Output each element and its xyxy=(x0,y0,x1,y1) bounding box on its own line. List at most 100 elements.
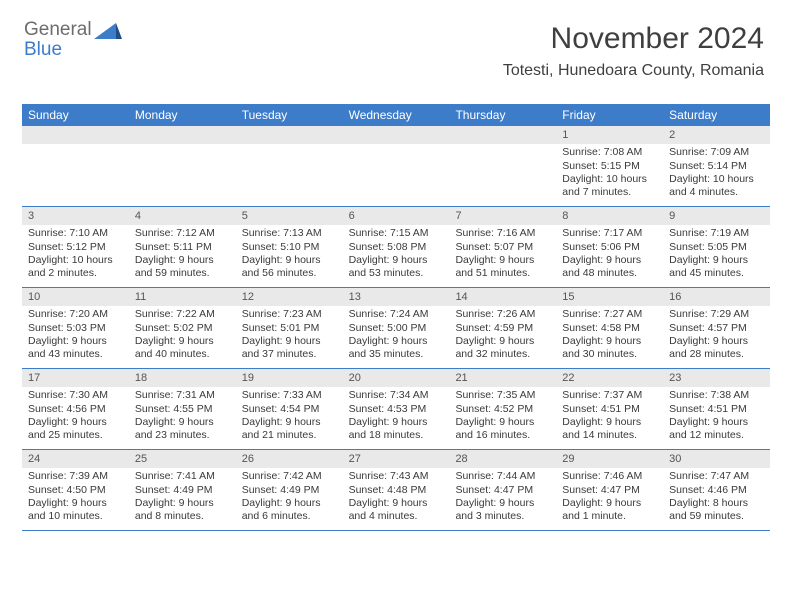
day-cell xyxy=(449,126,556,206)
sunrise-text: Sunrise: 7:08 AM xyxy=(562,146,657,159)
brand-logo: General Blue xyxy=(24,20,122,60)
day-cell: 15Sunrise: 7:27 AMSunset: 4:58 PMDayligh… xyxy=(556,288,663,368)
daylight-text: Daylight: 9 hours and 53 minutes. xyxy=(349,254,444,281)
day-cell: 10Sunrise: 7:20 AMSunset: 5:03 PMDayligh… xyxy=(22,288,129,368)
day-details: Sunrise: 7:35 AMSunset: 4:52 PMDaylight:… xyxy=(449,387,556,447)
day-number: 23 xyxy=(663,369,770,387)
sunrise-text: Sunrise: 7:47 AM xyxy=(669,470,764,483)
day-cell xyxy=(22,126,129,206)
daylight-text: Daylight: 9 hours and 8 minutes. xyxy=(135,497,230,524)
calendar-grid: Sunday Monday Tuesday Wednesday Thursday… xyxy=(22,104,770,531)
day-cell: 18Sunrise: 7:31 AMSunset: 4:55 PMDayligh… xyxy=(129,369,236,449)
day-details: Sunrise: 7:08 AMSunset: 5:15 PMDaylight:… xyxy=(556,144,663,204)
daylight-text: Daylight: 8 hours and 59 minutes. xyxy=(669,497,764,524)
sunset-text: Sunset: 4:51 PM xyxy=(562,403,657,416)
sunset-text: Sunset: 5:10 PM xyxy=(242,241,337,254)
day-cell: 2Sunrise: 7:09 AMSunset: 5:14 PMDaylight… xyxy=(663,126,770,206)
day-cell xyxy=(129,126,236,206)
daylight-text: Daylight: 9 hours and 21 minutes. xyxy=(242,416,337,443)
day-number: 18 xyxy=(129,369,236,387)
day-number: 5 xyxy=(236,207,343,225)
day-number: 6 xyxy=(343,207,450,225)
day-cell xyxy=(236,126,343,206)
sunrise-text: Sunrise: 7:31 AM xyxy=(135,389,230,402)
weekday-header: Monday xyxy=(129,104,236,126)
sunrise-text: Sunrise: 7:37 AM xyxy=(562,389,657,402)
daylight-text: Daylight: 9 hours and 14 minutes. xyxy=(562,416,657,443)
daylight-text: Daylight: 9 hours and 3 minutes. xyxy=(455,497,550,524)
day-cell: 16Sunrise: 7:29 AMSunset: 4:57 PMDayligh… xyxy=(663,288,770,368)
sunset-text: Sunset: 4:49 PM xyxy=(135,484,230,497)
sunrise-text: Sunrise: 7:09 AM xyxy=(669,146,764,159)
sunset-text: Sunset: 4:59 PM xyxy=(455,322,550,335)
daylight-text: Daylight: 9 hours and 4 minutes. xyxy=(349,497,444,524)
day-number xyxy=(129,126,236,144)
sunset-text: Sunset: 4:48 PM xyxy=(349,484,444,497)
day-cell: 21Sunrise: 7:35 AMSunset: 4:52 PMDayligh… xyxy=(449,369,556,449)
day-cell: 6Sunrise: 7:15 AMSunset: 5:08 PMDaylight… xyxy=(343,207,450,287)
day-details: Sunrise: 7:10 AMSunset: 5:12 PMDaylight:… xyxy=(22,225,129,285)
day-details: Sunrise: 7:27 AMSunset: 4:58 PMDaylight:… xyxy=(556,306,663,366)
logo-word-blue: Blue xyxy=(24,39,62,60)
sunset-text: Sunset: 4:53 PM xyxy=(349,403,444,416)
daylight-text: Daylight: 9 hours and 30 minutes. xyxy=(562,335,657,362)
day-cell xyxy=(343,126,450,206)
day-cell: 1Sunrise: 7:08 AMSunset: 5:15 PMDaylight… xyxy=(556,126,663,206)
day-details xyxy=(22,144,129,150)
sunrise-text: Sunrise: 7:22 AM xyxy=(135,308,230,321)
day-details: Sunrise: 7:20 AMSunset: 5:03 PMDaylight:… xyxy=(22,306,129,366)
day-details: Sunrise: 7:16 AMSunset: 5:07 PMDaylight:… xyxy=(449,225,556,285)
day-details xyxy=(236,144,343,150)
day-number: 4 xyxy=(129,207,236,225)
day-number: 19 xyxy=(236,369,343,387)
day-cell: 26Sunrise: 7:42 AMSunset: 4:49 PMDayligh… xyxy=(236,450,343,530)
sunset-text: Sunset: 5:01 PM xyxy=(242,322,337,335)
sunrise-text: Sunrise: 7:15 AM xyxy=(349,227,444,240)
day-details xyxy=(449,144,556,150)
day-number: 1 xyxy=(556,126,663,144)
daylight-text: Daylight: 9 hours and 45 minutes. xyxy=(669,254,764,281)
day-number: 20 xyxy=(343,369,450,387)
weeks-container: 1Sunrise: 7:08 AMSunset: 5:15 PMDaylight… xyxy=(22,126,770,531)
weekday-header: Thursday xyxy=(449,104,556,126)
day-number: 17 xyxy=(22,369,129,387)
day-details: Sunrise: 7:38 AMSunset: 4:51 PMDaylight:… xyxy=(663,387,770,447)
day-cell: 9Sunrise: 7:19 AMSunset: 5:05 PMDaylight… xyxy=(663,207,770,287)
week-row: 17Sunrise: 7:30 AMSunset: 4:56 PMDayligh… xyxy=(22,369,770,450)
day-cell: 13Sunrise: 7:24 AMSunset: 5:00 PMDayligh… xyxy=(343,288,450,368)
logo-word-general: General xyxy=(24,19,92,40)
day-details: Sunrise: 7:15 AMSunset: 5:08 PMDaylight:… xyxy=(343,225,450,285)
daylight-text: Daylight: 9 hours and 18 minutes. xyxy=(349,416,444,443)
sunrise-text: Sunrise: 7:26 AM xyxy=(455,308,550,321)
day-details: Sunrise: 7:24 AMSunset: 5:00 PMDaylight:… xyxy=(343,306,450,366)
sunset-text: Sunset: 5:08 PM xyxy=(349,241,444,254)
sunrise-text: Sunrise: 7:46 AM xyxy=(562,470,657,483)
day-number: 10 xyxy=(22,288,129,306)
day-details: Sunrise: 7:23 AMSunset: 5:01 PMDaylight:… xyxy=(236,306,343,366)
sunset-text: Sunset: 4:57 PM xyxy=(669,322,764,335)
daylight-text: Daylight: 10 hours and 2 minutes. xyxy=(28,254,123,281)
daylight-text: Daylight: 9 hours and 56 minutes. xyxy=(242,254,337,281)
day-number: 22 xyxy=(556,369,663,387)
day-details: Sunrise: 7:46 AMSunset: 4:47 PMDaylight:… xyxy=(556,468,663,528)
day-details: Sunrise: 7:41 AMSunset: 4:49 PMDaylight:… xyxy=(129,468,236,528)
day-cell: 23Sunrise: 7:38 AMSunset: 4:51 PMDayligh… xyxy=(663,369,770,449)
day-number: 26 xyxy=(236,450,343,468)
daylight-text: Daylight: 9 hours and 10 minutes. xyxy=(28,497,123,524)
day-details: Sunrise: 7:39 AMSunset: 4:50 PMDaylight:… xyxy=(22,468,129,528)
day-number: 11 xyxy=(129,288,236,306)
day-number xyxy=(22,126,129,144)
day-details: Sunrise: 7:13 AMSunset: 5:10 PMDaylight:… xyxy=(236,225,343,285)
day-number xyxy=(343,126,450,144)
location-subtitle: Totesti, Hunedoara County, Romania xyxy=(503,62,764,80)
day-details: Sunrise: 7:33 AMSunset: 4:54 PMDaylight:… xyxy=(236,387,343,447)
sunrise-text: Sunrise: 7:27 AM xyxy=(562,308,657,321)
sunset-text: Sunset: 4:47 PM xyxy=(455,484,550,497)
day-details xyxy=(129,144,236,150)
day-number: 27 xyxy=(343,450,450,468)
sunrise-text: Sunrise: 7:33 AM xyxy=(242,389,337,402)
daylight-text: Daylight: 9 hours and 37 minutes. xyxy=(242,335,337,362)
sunset-text: Sunset: 5:06 PM xyxy=(562,241,657,254)
sunset-text: Sunset: 5:12 PM xyxy=(28,241,123,254)
day-details xyxy=(343,144,450,150)
